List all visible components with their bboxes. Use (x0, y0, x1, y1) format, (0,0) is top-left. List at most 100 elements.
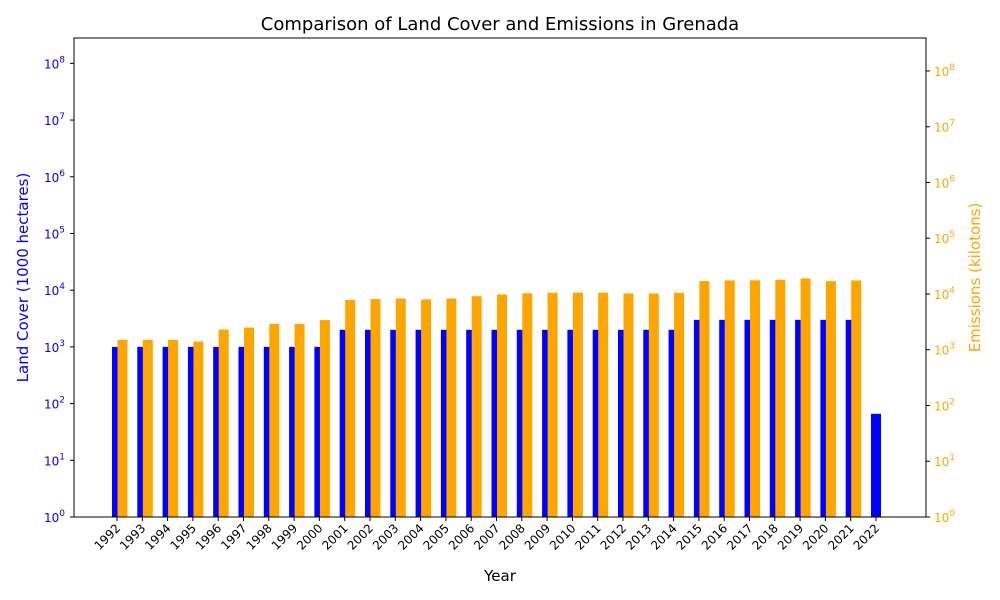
land-cover-bar-2009 (542, 329, 553, 517)
emissions-bar-2019 (800, 278, 811, 517)
emissions-bar-1992 (117, 339, 128, 517)
emissions-bar-2018 (775, 279, 786, 517)
land-cover-bar-2002 (365, 329, 375, 517)
emissions-bar-2010 (572, 292, 583, 517)
land-cover-bar-2015 (693, 319, 704, 517)
left-y-tick-label: 103 (44, 339, 65, 355)
land-cover-bar-1997 (238, 346, 249, 517)
left-y-tick-label: 106 (44, 169, 65, 185)
land-cover-bar-1995 (187, 346, 198, 517)
x-tick-label: 2009 (522, 521, 553, 552)
land-cover-bar-1993 (137, 346, 148, 517)
land-cover-bar-2014 (668, 329, 679, 517)
x-tick-label: 2008 (496, 521, 527, 552)
left-y-tick-label: 108 (44, 55, 65, 71)
x-tick-label: 2006 (446, 521, 477, 552)
right-y-tick-label: 103 (934, 342, 955, 358)
land-cover-bar-1999 (289, 346, 300, 517)
land-cover-bar-2004 (415, 329, 426, 517)
emissions-bar-1995 (193, 341, 204, 517)
x-tick-label: 2016 (699, 521, 730, 552)
left-y-tick-label: 100 (44, 509, 65, 525)
emissions-bar-2017 (750, 280, 760, 517)
x-tick-label: 2007 (471, 521, 502, 552)
land-cover-bar-2021 (845, 319, 856, 517)
left-y-tick-label: 104 (44, 282, 65, 298)
emissions-bar-1999 (294, 323, 305, 517)
x-tick-label: 1996 (193, 521, 224, 552)
chart-title: Comparison of Land Cover and Emissions i… (261, 14, 739, 35)
bars-group (112, 278, 881, 517)
left-y-tick-label: 105 (44, 225, 65, 241)
emissions-bar-2004 (421, 299, 432, 517)
right-y-axis-ticks: 100 101 102 103 104 105 106 107 108 (926, 63, 955, 525)
x-tick-label: 1992 (92, 521, 123, 552)
right-y-tick-label: 106 (934, 174, 955, 190)
land-cover-bar-2012 (618, 329, 628, 517)
emissions-bar-2020 (825, 281, 836, 517)
x-tick-label: 2013 (623, 521, 654, 552)
x-axis-ticks: 1992199319941995199619971998199920002001… (92, 517, 882, 553)
emissions-bar-2013 (648, 293, 659, 517)
right-y-tick-label: 105 (934, 230, 955, 246)
x-tick-label: 2000 (294, 521, 325, 552)
x-tick-label: 2018 (749, 521, 780, 552)
x-tick-label: 2020 (800, 521, 831, 552)
x-tick-label: 2001 (319, 521, 350, 552)
emissions-bar-2003 (395, 298, 406, 517)
emissions-bar-1994 (168, 339, 179, 517)
right-y-tick-label: 108 (934, 63, 955, 79)
emissions-bar-1997 (244, 327, 254, 517)
land-cover-bar-2022 (871, 413, 881, 517)
land-cover-bar-2000 (314, 346, 325, 517)
emissions-bar-2009 (547, 292, 558, 517)
land-cover-bar-2003 (390, 329, 401, 517)
x-tick-label: 1993 (117, 521, 148, 552)
x-axis-label: Year (483, 567, 517, 585)
x-tick-label: 1997 (218, 521, 249, 552)
emissions-bar-1998 (269, 323, 280, 517)
emissions-bar-2002 (370, 299, 381, 517)
x-tick-label: 2012 (598, 521, 629, 552)
land-cover-bar-1996 (213, 346, 224, 517)
emissions-bar-2007 (497, 294, 507, 517)
land-cover-bar-1994 (162, 346, 173, 517)
x-tick-label: 1999 (269, 521, 300, 552)
emissions-bar-1993 (142, 339, 153, 517)
emissions-bar-2006 (471, 296, 482, 517)
emissions-bar-2001 (345, 299, 356, 517)
right-y-tick-label: 101 (934, 453, 955, 469)
land-cover-bar-2018 (769, 319, 780, 517)
emissions-bar-2014 (674, 292, 685, 517)
land-cover-bar-2010 (567, 329, 578, 517)
x-tick-label: 2014 (648, 521, 679, 552)
land-cover-bar-2005 (440, 329, 451, 517)
x-tick-label: 2022 (851, 521, 882, 552)
right-y-axis-label: Emissions (kilotons) (966, 203, 984, 353)
x-tick-label: 2011 (572, 521, 603, 552)
x-tick-label: 2003 (370, 521, 401, 552)
right-y-tick-label: 107 (934, 119, 955, 135)
land-cover-bar-2013 (643, 329, 654, 517)
x-tick-label: 1995 (168, 521, 199, 552)
plot-border (73, 37, 927, 518)
land-cover-bar-2001 (339, 329, 350, 517)
emissions-bar-2021 (851, 280, 862, 517)
land-cover-bar-2006 (466, 329, 477, 517)
left-y-axis-ticks: 100 101 102 103 104 105 106 107 108 (44, 55, 74, 525)
x-tick-label: 2021 (825, 521, 856, 552)
emissions-bar-2016 (724, 280, 735, 517)
x-tick-label: 2015 (674, 521, 705, 552)
plot-frame (73, 37, 927, 518)
land-cover-bar-2020 (820, 319, 831, 517)
x-tick-label: 2005 (421, 521, 452, 552)
left-y-tick-label: 107 (44, 112, 65, 128)
emissions-bar-2005 (446, 298, 457, 517)
land-cover-bar-2008 (516, 329, 527, 517)
emissions-bar-2008 (522, 293, 533, 517)
x-tick-label: 2019 (775, 521, 806, 552)
right-y-tick-label: 104 (934, 286, 955, 302)
land-cover-bar-2017 (744, 319, 755, 517)
emissions-bar-2011 (598, 292, 609, 517)
